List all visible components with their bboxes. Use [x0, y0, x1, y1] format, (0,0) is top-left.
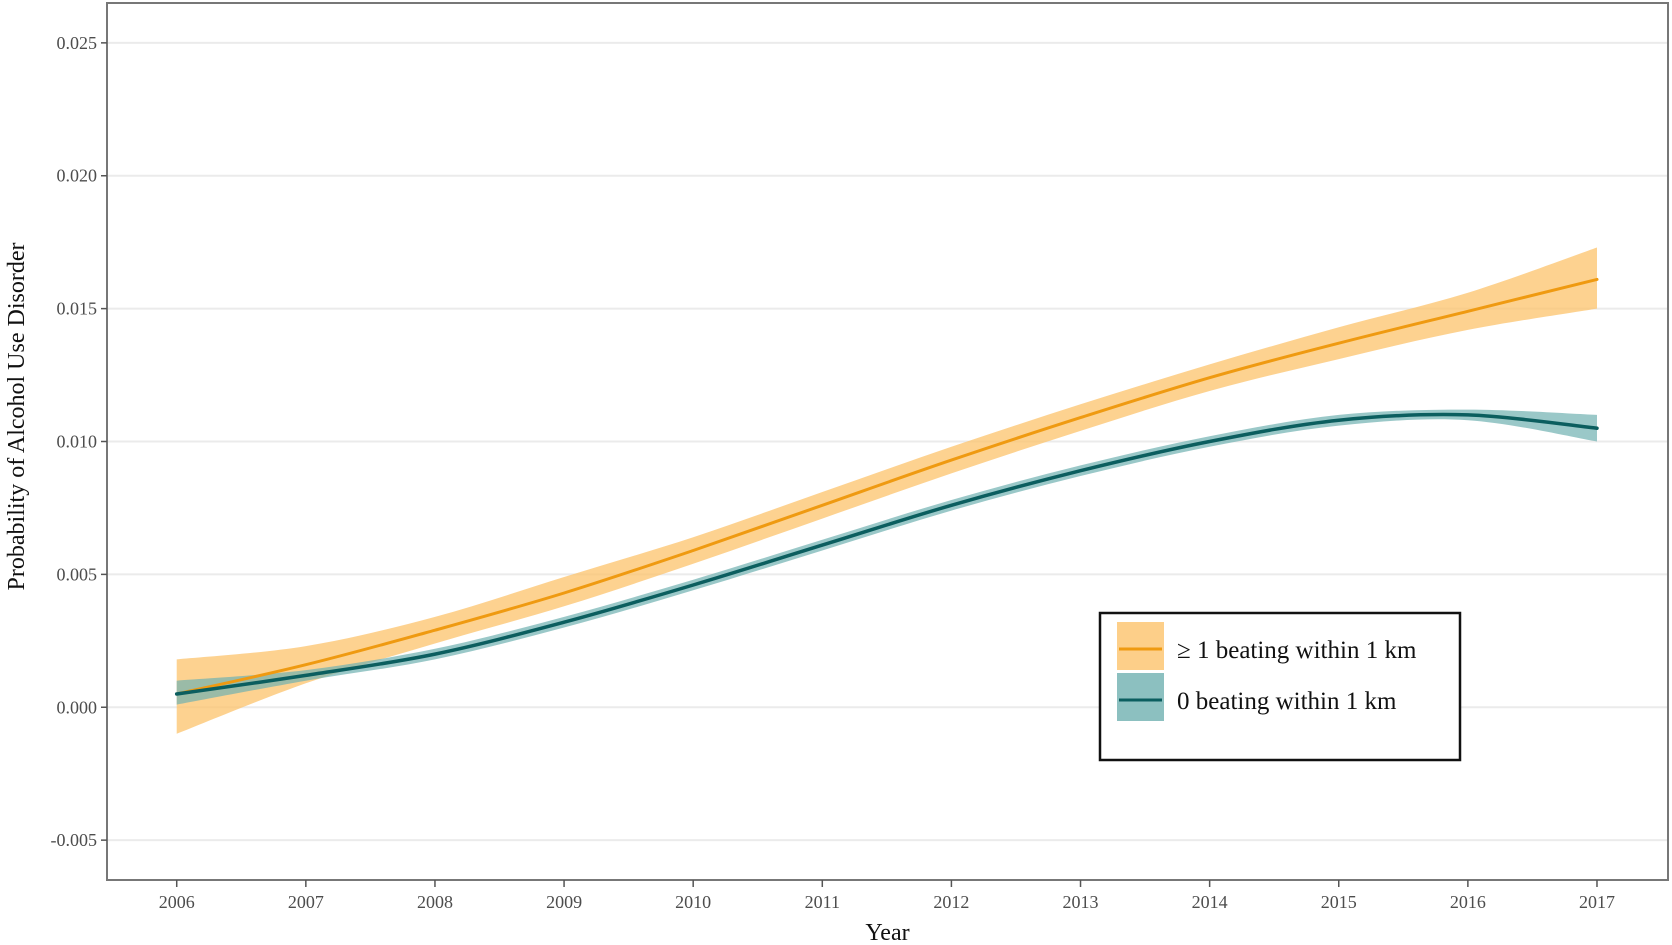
x-tick-label: 2017	[1579, 892, 1615, 912]
x-tick-label: 2012	[933, 892, 969, 912]
x-tick-label: 2006	[159, 892, 195, 912]
y-axis-ticks: -0.005 0.000 0.005 0.010 0.015 0.020 0.025	[51, 33, 107, 850]
x-tick-label: 2008	[417, 892, 453, 912]
y-tick-label: 0.000	[57, 697, 98, 717]
x-tick-label: 2016	[1450, 892, 1486, 912]
y-axis-title: Probability of Alcohol Use Disorder	[4, 243, 30, 591]
legend-key-band-1-plus-beating	[1117, 622, 1164, 670]
series-lines	[174, 277, 1599, 696]
x-tick-label: 2009	[546, 892, 582, 912]
series-line-1	[174, 412, 1599, 696]
y-tick-label: 0.025	[57, 33, 98, 53]
y-tick-label: 0.020	[57, 166, 98, 186]
legend-key-band-0-beating	[1117, 673, 1164, 721]
x-tick-label: 2011	[805, 892, 840, 912]
legend-label-0-beating: 0 beating within 1 km	[1177, 688, 1397, 715]
legend-label-1-plus-beating: ≥ 1 beating within 1 km	[1177, 637, 1417, 664]
legend: ≥ 1 beating within 1 km 0 beating within…	[1098, 611, 1462, 762]
x-tick-label: 2014	[1192, 892, 1228, 912]
x-axis-ticks: 2006 2007 2008 2009 2010 2011 2012 2013 2014 2015…	[159, 880, 1615, 912]
x-tick-label: 2007	[288, 892, 324, 912]
x-tick-label: 2015	[1321, 892, 1357, 912]
series-line-0	[175, 277, 1599, 696]
x-axis-title: Year	[865, 920, 909, 945]
y-tick-label: 0.010	[57, 432, 98, 452]
gridlines	[107, 41, 1668, 842]
x-tick-label: 2010	[675, 892, 711, 912]
x-tick-label: 2013	[1063, 892, 1099, 912]
y-tick-label: -0.005	[51, 830, 98, 850]
y-tick-label: 0.015	[57, 299, 98, 319]
y-tick-label: 0.005	[57, 564, 98, 584]
